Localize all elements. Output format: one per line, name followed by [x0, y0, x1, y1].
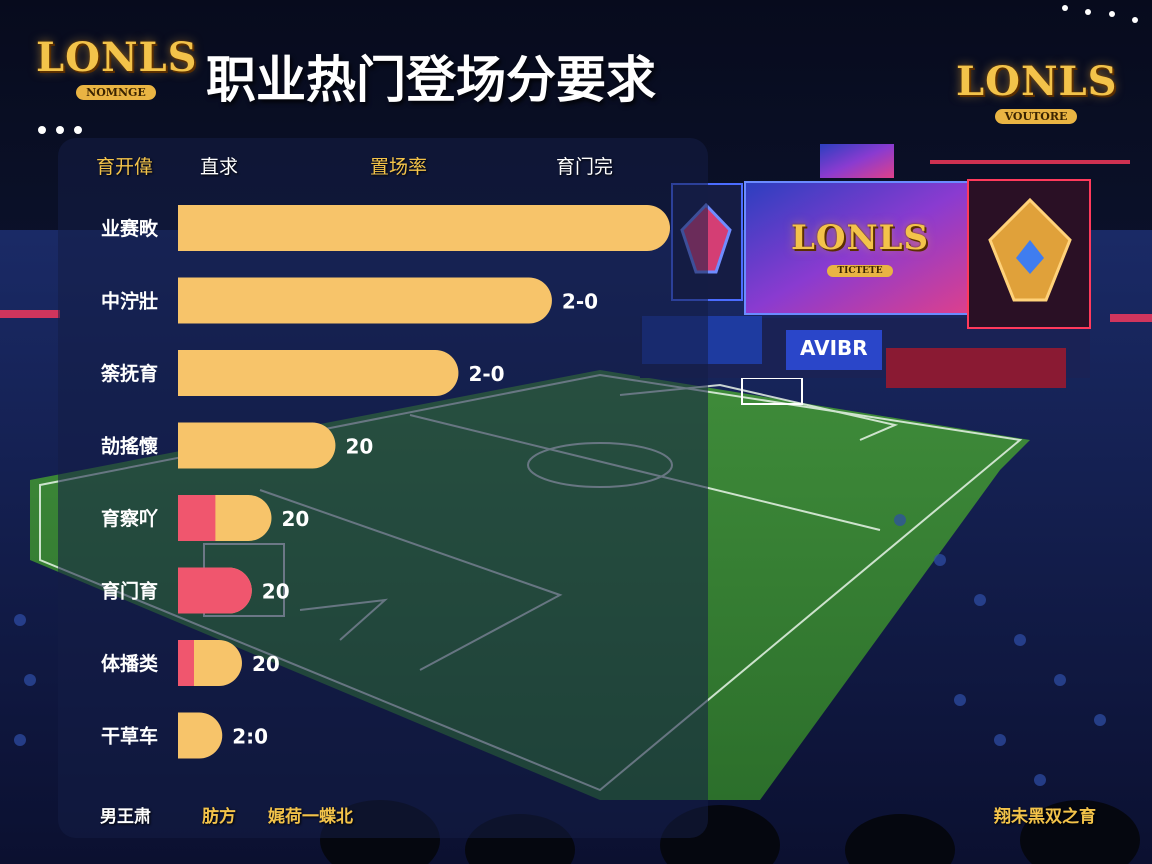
footer-right-label: 翔未黑双之育 [994, 807, 1096, 827]
screen-logo-subtitle: TICTETE [827, 265, 893, 277]
bar-0 [178, 205, 670, 251]
screen-logo: LONLS TICTETE [770, 218, 950, 277]
bar-3 [178, 422, 336, 469]
category-label-7: 干草车 [101, 725, 158, 748]
column-header-3: 置场率 [370, 156, 428, 178]
footer-mid-label-b: 娓荷一蝶北 [268, 807, 353, 827]
category-label-1: 中泞壯 [101, 290, 158, 313]
column-header-4: 育门完 [556, 156, 614, 178]
category-label-5: 育门育 [101, 580, 158, 603]
category-label-2: 筡抚育 [100, 362, 158, 385]
value-label-4: 20 [281, 507, 309, 531]
bar-highlight-5 [178, 567, 252, 614]
screen-logo-wordmark: LONLS [790, 218, 930, 258]
value-label-6: 20 [252, 652, 280, 676]
bar-2 [178, 350, 459, 396]
page-title: 职业热门登场分要求 [206, 51, 656, 109]
bar-highlight-4 [178, 495, 216, 541]
category-label-4: 育察吖 [101, 507, 158, 530]
logo-wordmark: LONLS [36, 34, 198, 81]
footer-left-label: 男王肃 [100, 807, 151, 827]
column-header-2: 直求 [200, 156, 239, 178]
category-label-6: 体播类 [101, 652, 158, 675]
league-logo-right: LONLS VOUTORE [956, 58, 1118, 124]
logo-wordmark: LONLS [956, 58, 1118, 105]
footer-mid-label-a: 肪方 [202, 807, 236, 827]
league-logo-left: LONLS NOMNGE [36, 34, 198, 100]
value-label-5: 20 [262, 580, 290, 604]
value-label-3: 20 [345, 435, 373, 459]
stage-sign: AVIBR [800, 336, 868, 360]
category-label-0: 业赛畋 [101, 217, 159, 240]
bar-1 [178, 277, 552, 324]
value-label-7: 2:0 [232, 725, 268, 749]
chart-panel [58, 138, 708, 838]
bar-7 [178, 712, 223, 759]
value-label-1: 2-0 [562, 290, 598, 314]
logo-subtitle: VOUTORE [994, 109, 1078, 124]
category-label-3: 劼搖懷 [101, 435, 158, 458]
column-header-1: 育开偉 [96, 156, 154, 178]
bar-highlight-6 [178, 640, 194, 686]
logo-subtitle: NOMNGE [76, 85, 156, 100]
value-label-2: 2-0 [468, 362, 504, 386]
